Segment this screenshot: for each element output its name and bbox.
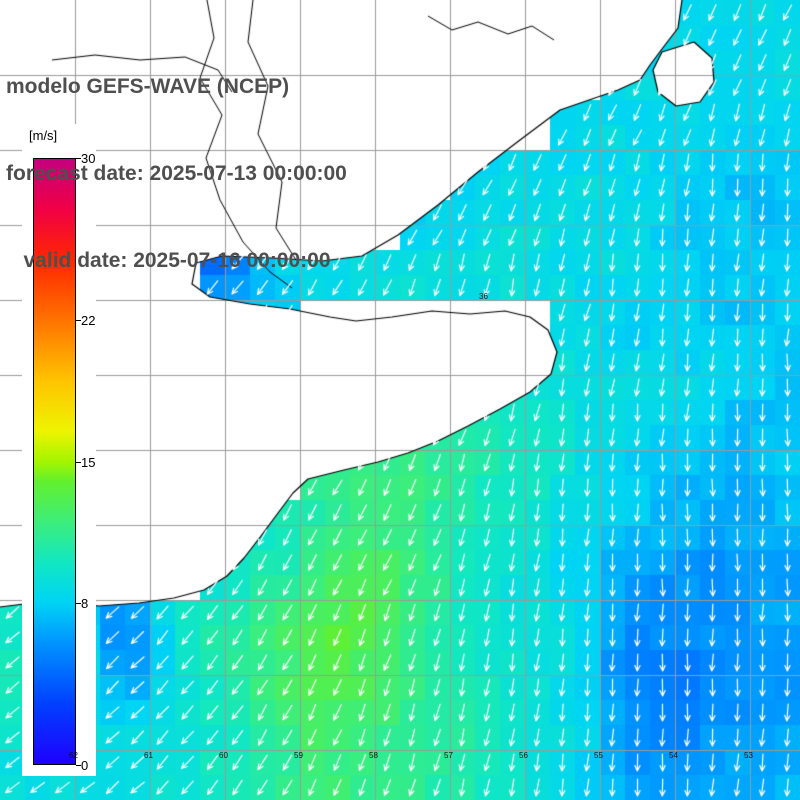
colorbar-tick-mark [76, 765, 81, 766]
longitude-label: 60 [219, 751, 228, 760]
colorbar-tick-mark [76, 462, 81, 463]
colorbar-tick-mark [76, 158, 81, 159]
colorbar-tick-label: 22 [81, 313, 96, 328]
longitude-label: 54 [669, 751, 678, 760]
latitude-label: 36 [479, 292, 488, 301]
model-title: modelo GEFS-WAVE (NCEP) [6, 75, 290, 98]
longitude-label: 56 [519, 751, 528, 760]
longitude-label: 55 [594, 751, 603, 760]
colorbar-tick-label: 15 [81, 455, 96, 470]
colorbar-panel: [m/s] 0 8 15 22 30 [22, 124, 96, 776]
colorbar-tick-mark [76, 603, 81, 604]
longitude-label: 57 [444, 751, 453, 760]
colorbar-unit-label: [m/s] [29, 128, 58, 143]
colorbar-gradient [33, 158, 76, 765]
colorbar-tick-label: 30 [81, 151, 96, 166]
forecast-date-line: forecast date: 2025-07-13 00:00:00 [6, 162, 347, 185]
longitude-label: 58 [369, 751, 378, 760]
longitude-label: 61 [144, 751, 153, 760]
longitude-label: 62 [69, 751, 78, 760]
colorbar-tick-label: 0 [81, 758, 89, 773]
valid-date-line: valid date: 2025-07-16 00:00:00 [6, 249, 331, 272]
colorbar-tick-label: 8 [81, 596, 89, 611]
colorbar-tick-mark [76, 320, 81, 321]
longitude-label: 59 [294, 751, 303, 760]
title-block: modelo GEFS-WAVE (NCEP) forecast date: 2… [6, 14, 347, 333]
longitude-label: 53 [744, 751, 753, 760]
